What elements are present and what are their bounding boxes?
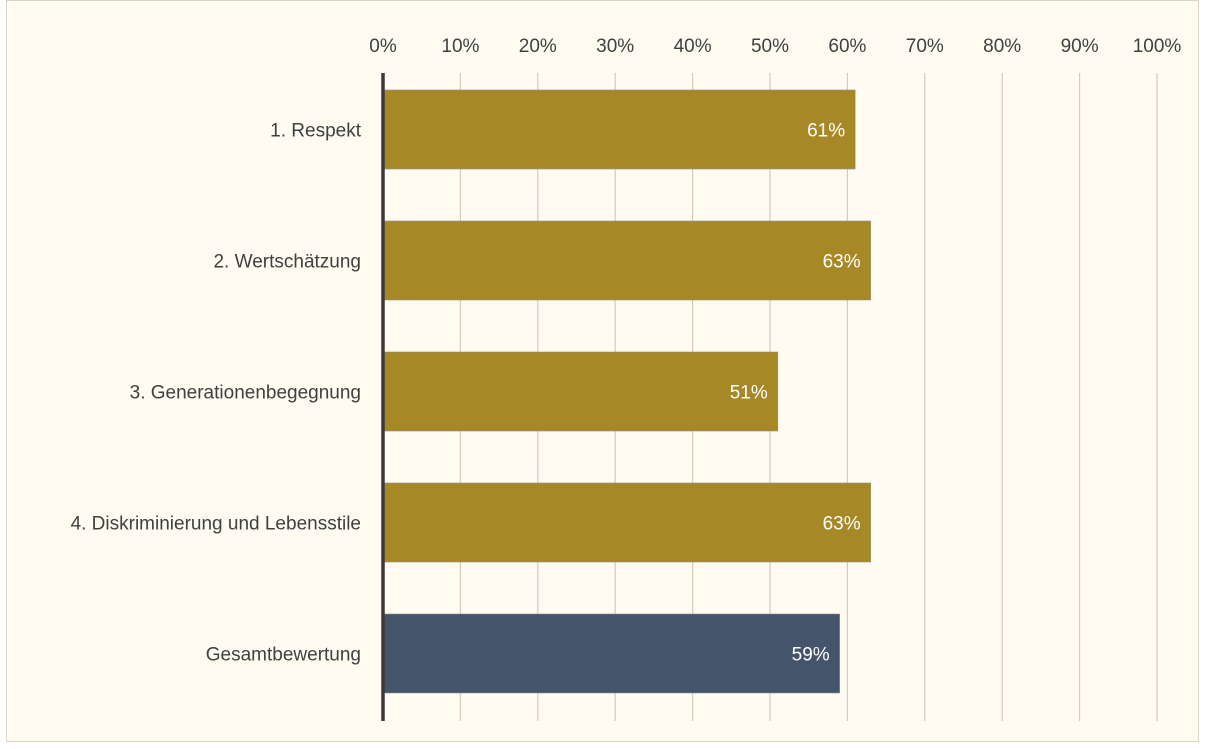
- data-label: 63%: [823, 514, 861, 535]
- bar: [382, 482, 871, 563]
- x-tick-label: 90%: [1061, 36, 1099, 57]
- labels: 0% 10% 20% 30% 40% 50% 60% 70% 80% 90% 100% 1. Resp…: [71, 36, 1182, 666]
- bar: [382, 220, 871, 301]
- bars: [382, 89, 871, 694]
- data-label: 63%: [823, 252, 861, 273]
- x-tick-label: 10%: [441, 36, 479, 57]
- data-label: 59%: [792, 645, 830, 666]
- category-label: 3. Generationenbegegnung: [130, 383, 361, 404]
- category-label: 4. Diskriminierung und Lebensstile: [71, 514, 361, 535]
- x-tick-label: 0%: [369, 36, 397, 57]
- category-label: 2. Wertschätzung: [213, 252, 361, 273]
- bar: [382, 89, 856, 170]
- x-tick-label: 100%: [1133, 36, 1182, 57]
- data-label: 61%: [807, 121, 845, 142]
- x-tick-label: 40%: [674, 36, 712, 57]
- x-tick-label: 20%: [519, 36, 557, 57]
- category-label: Gesamtbewertung: [206, 645, 361, 666]
- data-label: 51%: [730, 383, 768, 404]
- chart-frame: 0% 10% 20% 30% 40% 50% 60% 70% 80% 90% 100% 1. Resp…: [6, 0, 1199, 742]
- x-tick-label: 60%: [828, 36, 866, 57]
- x-tick-label: 50%: [751, 36, 789, 57]
- bar-chart: 0% 10% 20% 30% 40% 50% 60% 70% 80% 90% 100% 1. Resp…: [71, 36, 1182, 721]
- x-tick-label: 70%: [906, 36, 944, 57]
- category-label: 1. Respekt: [270, 121, 362, 142]
- bar: [382, 613, 840, 694]
- x-tick-label: 80%: [983, 36, 1021, 57]
- x-tick-label: 30%: [596, 36, 634, 57]
- bar: [382, 351, 779, 432]
